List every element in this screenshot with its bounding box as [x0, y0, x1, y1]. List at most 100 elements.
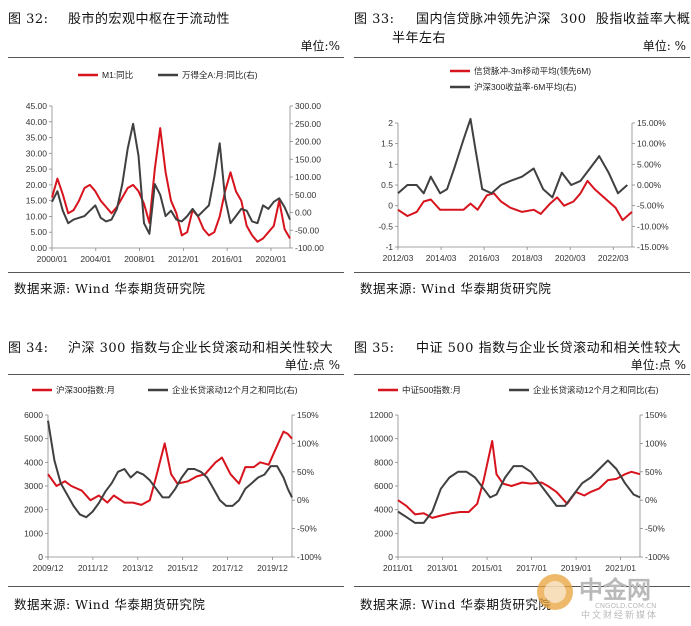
- left-tick-label: 0: [38, 552, 43, 562]
- figure-33-number: 图 33:: [354, 12, 395, 27]
- series-line-dark: [47, 420, 293, 519]
- legend-label: 沪深300收益率-6M平均(右): [474, 82, 577, 92]
- series-line-red: [397, 179, 633, 222]
- legend-label: 企业长贷滚动12个月之和同比(右): [533, 385, 659, 395]
- left-tick-label: -0.5: [378, 221, 393, 231]
- figure-34-panel: 图 34: 沪深 300 指数与企业长贷滚动和相关性较大 单位:点 % 0 100…: [8, 337, 348, 622]
- x-tick-label: 2020/03: [555, 253, 586, 263]
- figure-33-top-rule: [354, 57, 690, 58]
- watermark-url: CNGOLD.COM.CN: [595, 602, 656, 610]
- figure-33-panel: 图 33: 国内信贷脉冲领先沪深 300 股指收益率大概 半年左右 单位: % …: [354, 8, 691, 298]
- left-tick-label: 12000: [369, 410, 393, 420]
- left-tick-label: -1: [385, 242, 393, 252]
- right-tick-label: -10.00%: [637, 221, 669, 231]
- watermark-logo: 中金网 CNGOLD.COM.CN 中文财经新媒体: [533, 568, 683, 621]
- right-tick-label: 250.00: [295, 119, 321, 129]
- right-tick-label: 300.00: [295, 101, 321, 111]
- right-tick-label: -100%: [297, 552, 322, 562]
- right-tick-label: 10.00%: [637, 139, 666, 149]
- right-tick-label: -50%: [297, 524, 317, 534]
- figure-35-panel: 图 35: 中证 500 指数与企业长贷滚动和相关性较大 单位:点 % 0 200…: [354, 337, 691, 622]
- figure-35-top-rule: [354, 374, 690, 375]
- right-tick-label: 150%: [297, 410, 319, 420]
- figure-32-top-rule: [8, 57, 344, 58]
- right-tick-label: -5.00%: [637, 201, 664, 211]
- figure-32-panel: 图 32: 股市的宏观中枢在于流动性 单位:% 0.00 5.00 10.00 15.…: [8, 8, 348, 298]
- figure-32-title-text: 股市的宏观中枢在于流动性: [68, 12, 231, 27]
- left-tick-label: 40.00: [26, 117, 48, 127]
- left-tick-label: 5.00: [30, 227, 47, 237]
- right-tick-label: 150%: [645, 410, 667, 420]
- figure-33-title-line1: 国内信贷脉冲领先沪深 300 股指收益率大概: [416, 12, 691, 27]
- left-tick-label: 4000: [24, 457, 43, 467]
- x-tick-label: 2004/01: [80, 254, 111, 264]
- right-tick-label: 5.00%: [637, 159, 662, 169]
- figure-34-unit: 单位:点 %: [284, 358, 340, 372]
- legend-label: 万得全A:月:同比(右): [182, 70, 258, 80]
- x-tick-label: 2017/12: [212, 563, 243, 573]
- figure-33-bottom-rule: [354, 272, 690, 273]
- figure-35-title: 图 35: 中证 500 指数与企业长贷滚动和相关性较大: [354, 337, 691, 397]
- left-tick-label: 45.00: [26, 101, 48, 111]
- series-line-dark: [51, 122, 291, 235]
- right-tick-label: 15.00%: [637, 118, 666, 128]
- left-tick-label: 2000: [374, 528, 393, 538]
- figure-32-number: 图 32:: [8, 12, 49, 27]
- x-tick-label: 2021/01: [605, 563, 636, 573]
- legend-label: M1:同比: [102, 70, 133, 80]
- figure-34-title: 图 34: 沪深 300 指数与企业长贷滚动和相关性较大: [8, 337, 348, 397]
- figure-32-unit: 单位:%: [300, 39, 340, 53]
- x-tick-label: 2012/03: [383, 253, 414, 263]
- left-tick-label: 35.00: [26, 133, 48, 143]
- series-line-dark: [397, 117, 628, 199]
- figure-33-title-line2: 半年左右: [392, 31, 447, 46]
- right-tick-label: -50%: [645, 524, 665, 534]
- chart-csi300-vs-long-loans: 0 1000 2000 3000 4000 5000 6000 -100% -50% 0% 50% 1…: [24, 385, 322, 573]
- left-tick-label: 6000: [374, 481, 393, 491]
- x-tick-label: 2015/01: [472, 563, 503, 573]
- x-tick-label: 2013/01: [427, 563, 458, 573]
- figure-34-bottom-rule: [8, 586, 344, 587]
- figure-32-source: 数据来源: Wind 华泰期货研究院: [14, 281, 206, 296]
- x-tick-label: 2013/12: [122, 563, 153, 573]
- right-tick-label: 150.00: [295, 154, 321, 164]
- left-tick-label: 6000: [24, 410, 43, 420]
- left-tick-label: 0.00: [30, 243, 47, 253]
- right-tick-label: 0.00: [295, 208, 312, 218]
- left-tick-label: 10000: [369, 434, 393, 444]
- left-tick-label: 4000: [374, 505, 393, 515]
- chart-credit-impulse-vs-csi300: -1 -0.5 0 0.5 1 1.5 2 -15.00% -10.00% -5.00% 0.00%…: [378, 66, 669, 263]
- left-tick-label: 30.00: [26, 148, 48, 158]
- x-tick-label: 2016/01: [212, 254, 243, 264]
- left-tick-label: 1.5: [381, 139, 393, 149]
- series-line-red: [397, 440, 641, 519]
- left-tick-label: 1000: [24, 528, 43, 538]
- figure-32-bottom-rule: [8, 272, 344, 273]
- figure-35-title-text: 中证 500 指数与企业长贷滚动和相关性较大: [416, 341, 682, 356]
- chart-csi500-vs-long-loans: 0 2000 4000 6000 8000 10000 12000 -100% -50% 0% 50…: [369, 385, 670, 573]
- right-tick-label: -100.00: [295, 243, 324, 253]
- x-tick-label: 2012/01: [168, 254, 199, 264]
- x-tick-label: 2017/01: [516, 563, 547, 573]
- x-tick-label: 2019/12: [257, 563, 288, 573]
- right-tick-label: 50.00: [295, 190, 317, 200]
- figure-33-unit: 单位: %: [642, 39, 686, 53]
- x-tick-label: 2022/03: [598, 253, 629, 263]
- x-tick-label: 2014/03: [426, 253, 457, 263]
- x-tick-label: 2016/03: [469, 253, 500, 263]
- left-tick-label: 2: [388, 118, 393, 128]
- right-tick-label: -50.00: [295, 225, 319, 235]
- x-tick-label: 2015/12: [167, 563, 198, 573]
- figure-35-unit: 单位:点 %: [630, 358, 686, 372]
- x-tick-label: 2008/01: [124, 254, 155, 264]
- watermark-tagline: 中文财经新媒体: [581, 609, 658, 620]
- left-tick-label: 3000: [24, 481, 43, 491]
- right-tick-label: 50%: [297, 467, 314, 477]
- figure-35-number: 图 35:: [354, 341, 395, 356]
- right-tick-label: 100%: [297, 438, 319, 448]
- figure-34-source: 数据来源: Wind 华泰期货研究院: [14, 597, 206, 612]
- legend-label: 沪深300指数:月: [56, 385, 115, 395]
- left-tick-label: 20.00: [26, 180, 48, 190]
- left-tick-label: 2000: [24, 505, 43, 515]
- left-tick-label: 1: [388, 159, 393, 169]
